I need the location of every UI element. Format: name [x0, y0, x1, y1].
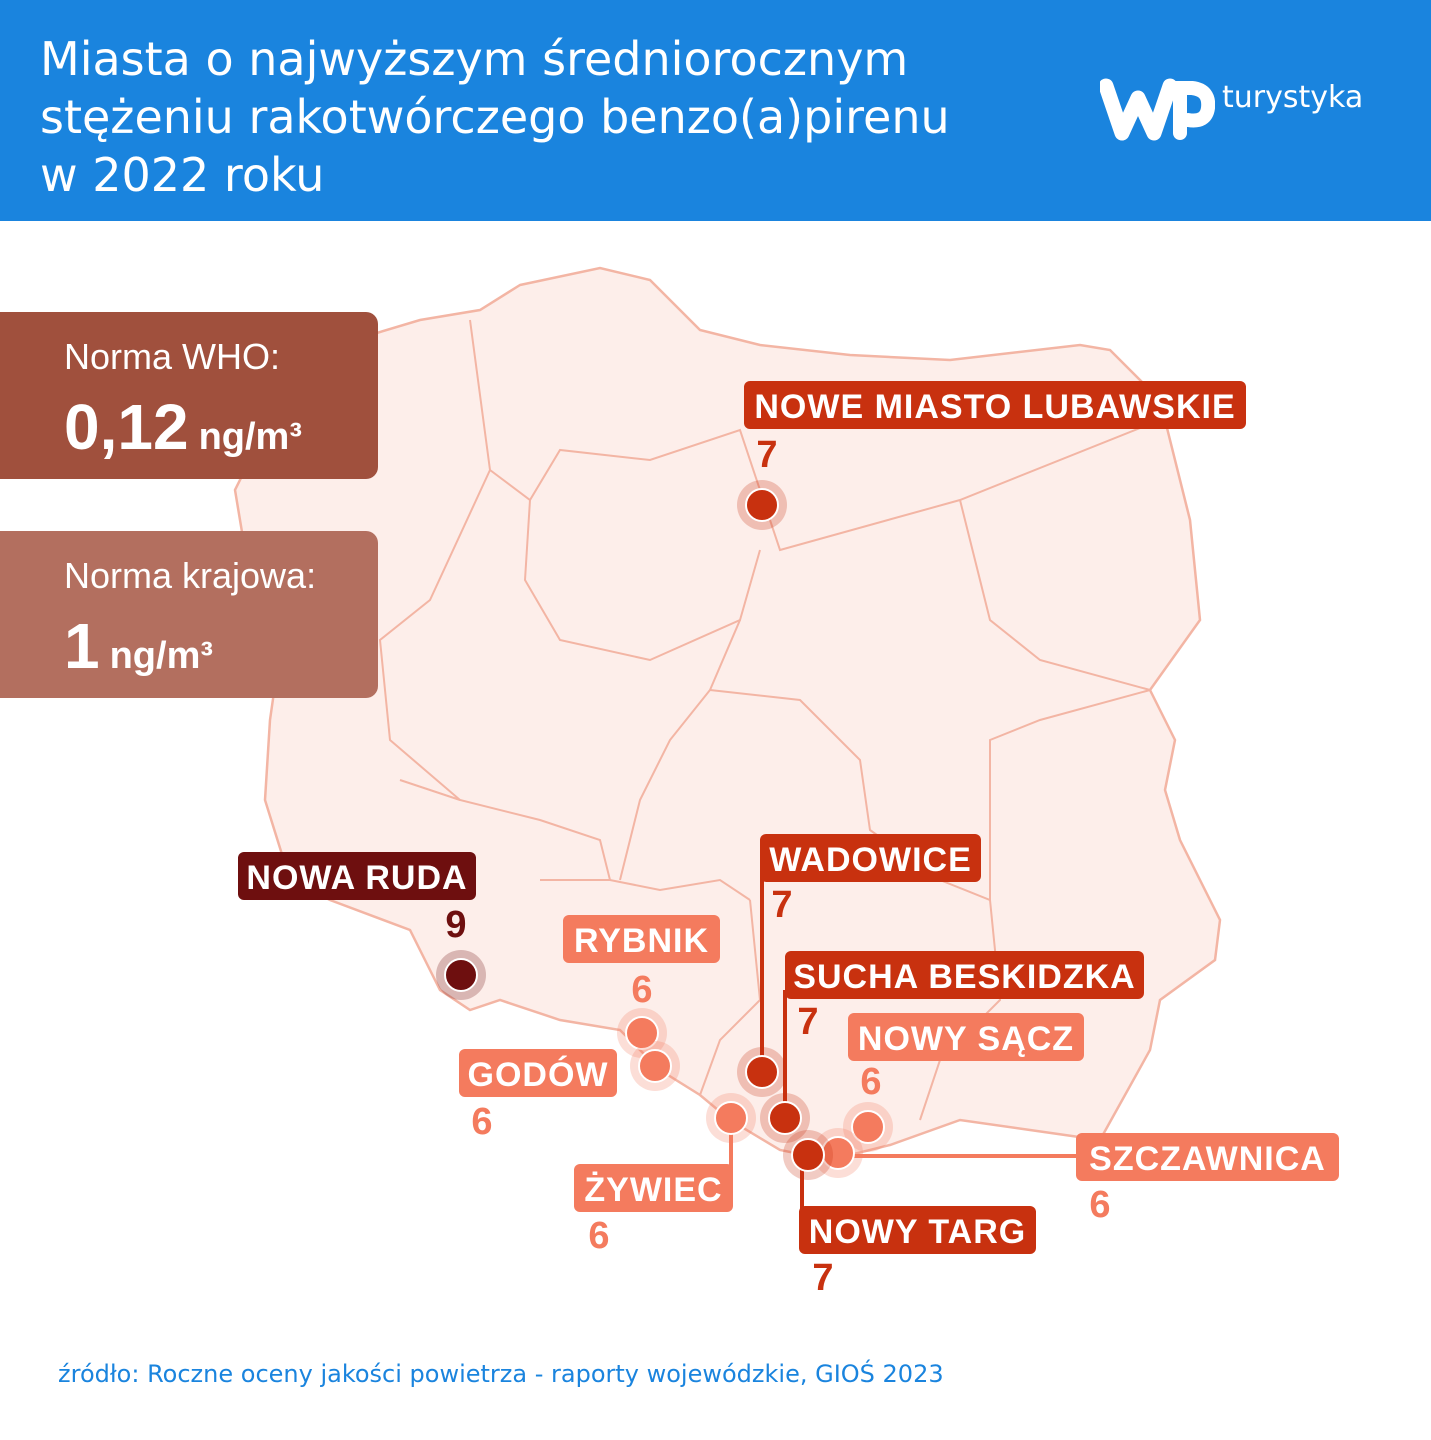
city-label-box	[744, 381, 1246, 429]
city-dot	[851, 1110, 885, 1144]
norm-label: Norma WHO:	[64, 336, 280, 377]
city-dot	[625, 1016, 659, 1050]
city-value: 7	[756, 434, 777, 476]
city-value: 6	[588, 1215, 609, 1257]
title-line: Miasta o najwyższym średniorocznym	[40, 32, 909, 86]
city-dot	[714, 1101, 748, 1135]
title-line: w 2022 roku	[40, 148, 325, 202]
city-dot	[768, 1101, 802, 1135]
city-name: NOWY TARG	[809, 1213, 1026, 1251]
city-value: 7	[797, 1001, 818, 1043]
city-name: NOWY SĄCZ	[858, 1020, 1074, 1058]
city-value: 9	[445, 904, 466, 946]
city-name: WADOWICE	[769, 841, 972, 879]
norm-box: Norma krajowa: 1 ng/m³	[0, 531, 378, 698]
norm-label: Norma krajowa:	[64, 555, 317, 596]
city-name: SZCZAWNICA	[1089, 1140, 1326, 1178]
city-dot	[444, 958, 478, 992]
norm-unit: ng/m³	[109, 635, 214, 677]
source: źródło: Roczne oceny jakości powietrza -…	[58, 1360, 944, 1388]
city-label-box	[848, 1013, 1084, 1061]
title-line: stężeniu rakotwórczego benzo(a)pirenu	[40, 90, 950, 144]
logo-text: turystyka	[1222, 80, 1364, 115]
city-value: 7	[771, 884, 792, 926]
city-dot	[745, 1055, 779, 1089]
city-dot	[745, 488, 779, 522]
city-label-box	[1076, 1133, 1339, 1181]
city-value: 6	[631, 969, 652, 1011]
city-name: NOWA RUDA	[246, 859, 467, 897]
city-label-box	[574, 1164, 733, 1212]
city-label-box	[238, 852, 476, 900]
city-value: 6	[860, 1061, 881, 1103]
city-label-box	[785, 951, 1144, 999]
city-label-box	[459, 1049, 617, 1097]
city-label-box	[799, 1206, 1036, 1254]
city-name: NOWE MIASTO LUBAWSKIE	[754, 388, 1235, 426]
city-value: 6	[471, 1101, 492, 1143]
city-value: 7	[812, 1257, 833, 1299]
norm-value: 0,12	[64, 391, 189, 463]
city-name: RYBNIK	[574, 922, 709, 960]
header: Miasta o najwyższym średniorocznym stęże…	[0, 0, 1431, 221]
logo-mark	[1100, 78, 1215, 141]
city-label-box	[563, 915, 720, 963]
city-name: GODÓW	[468, 1056, 609, 1094]
city-label-box	[760, 834, 981, 882]
map: NOWE MIASTO LUBAWSKIE 7 NOWA RUDA 9 RYBNIK 6 G…	[233, 266, 1339, 1299]
city-name: SUCHA BESKIDZKA	[793, 958, 1135, 996]
city-name: ŻYWIEC	[584, 1171, 722, 1209]
norm-unit: ng/m³	[198, 416, 302, 458]
city-dot	[791, 1138, 825, 1172]
city-dot	[638, 1049, 672, 1083]
norm-box: Norma WHO: 0,12 ng/m³	[0, 312, 378, 479]
norm-value: 1	[64, 610, 100, 682]
city-value: 6	[1089, 1184, 1110, 1226]
